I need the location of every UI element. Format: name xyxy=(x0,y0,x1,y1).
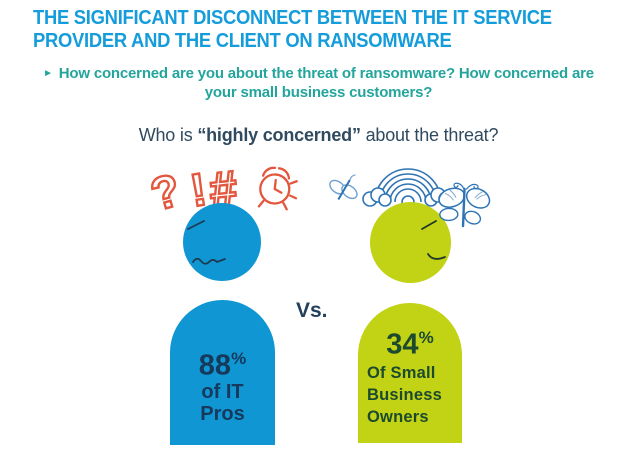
versus-label: Vs. xyxy=(296,299,328,322)
sbo-head xyxy=(370,202,451,283)
percent-sign: % xyxy=(231,349,247,368)
page-title-line1: THE SIGNIFICANT DISCONNECT BETWEEN THE I… xyxy=(33,7,552,29)
butterfly-small-doodle-icon xyxy=(329,174,358,200)
butterfly-large-doodle-icon xyxy=(438,182,491,228)
it-pros-label-line1: of IT xyxy=(201,380,244,403)
question-suffix: about the threat? xyxy=(360,125,499,145)
question-prefix: Who is xyxy=(138,125,198,145)
page-title-line2: PROVIDER AND THE CLIENT ON RANSOMWARE xyxy=(33,30,452,52)
sbo-label-line2: Business xyxy=(367,385,442,404)
survey-question-subtitle: ► How concerned are you about the threat … xyxy=(0,64,637,102)
stat-number: 88 xyxy=(198,349,232,382)
sbo-stat-value: 34% xyxy=(358,303,462,360)
sbo-stat-body: 34% Of Small Business Owners xyxy=(358,303,462,443)
it-pro-head xyxy=(183,203,261,281)
alarm-clock-doodle-icon xyxy=(257,166,298,211)
subtitle-line1-text: How concerned are you about the threat o… xyxy=(58,65,594,82)
question-emphasis: “highly concerned” xyxy=(197,125,361,145)
chart-question-heading: Who is “highly concerned” about the thre… xyxy=(0,125,637,146)
stat-number: 34 xyxy=(386,328,419,361)
triangle-bullet-icon: ► xyxy=(43,68,53,79)
it-pros-stat-value: 88% xyxy=(170,300,275,381)
it-pros-stat-body: 88% of IT Pros xyxy=(170,300,275,445)
page-title: THE SIGNIFICANT DISCONNECT BETWEEN THE I… xyxy=(33,7,552,53)
question-mark-doodle-icon: ? xyxy=(145,163,186,220)
it-pros-label-line2: Pros xyxy=(200,402,245,425)
subtitle-line1: ► How concerned are you about the threat … xyxy=(0,64,637,83)
sbo-label-line3: Owners xyxy=(367,407,429,426)
subtitle-line2: your small business customers? xyxy=(204,84,433,101)
sbo-label-line1: Of Small xyxy=(367,363,436,382)
percent-sign: % xyxy=(418,328,434,347)
